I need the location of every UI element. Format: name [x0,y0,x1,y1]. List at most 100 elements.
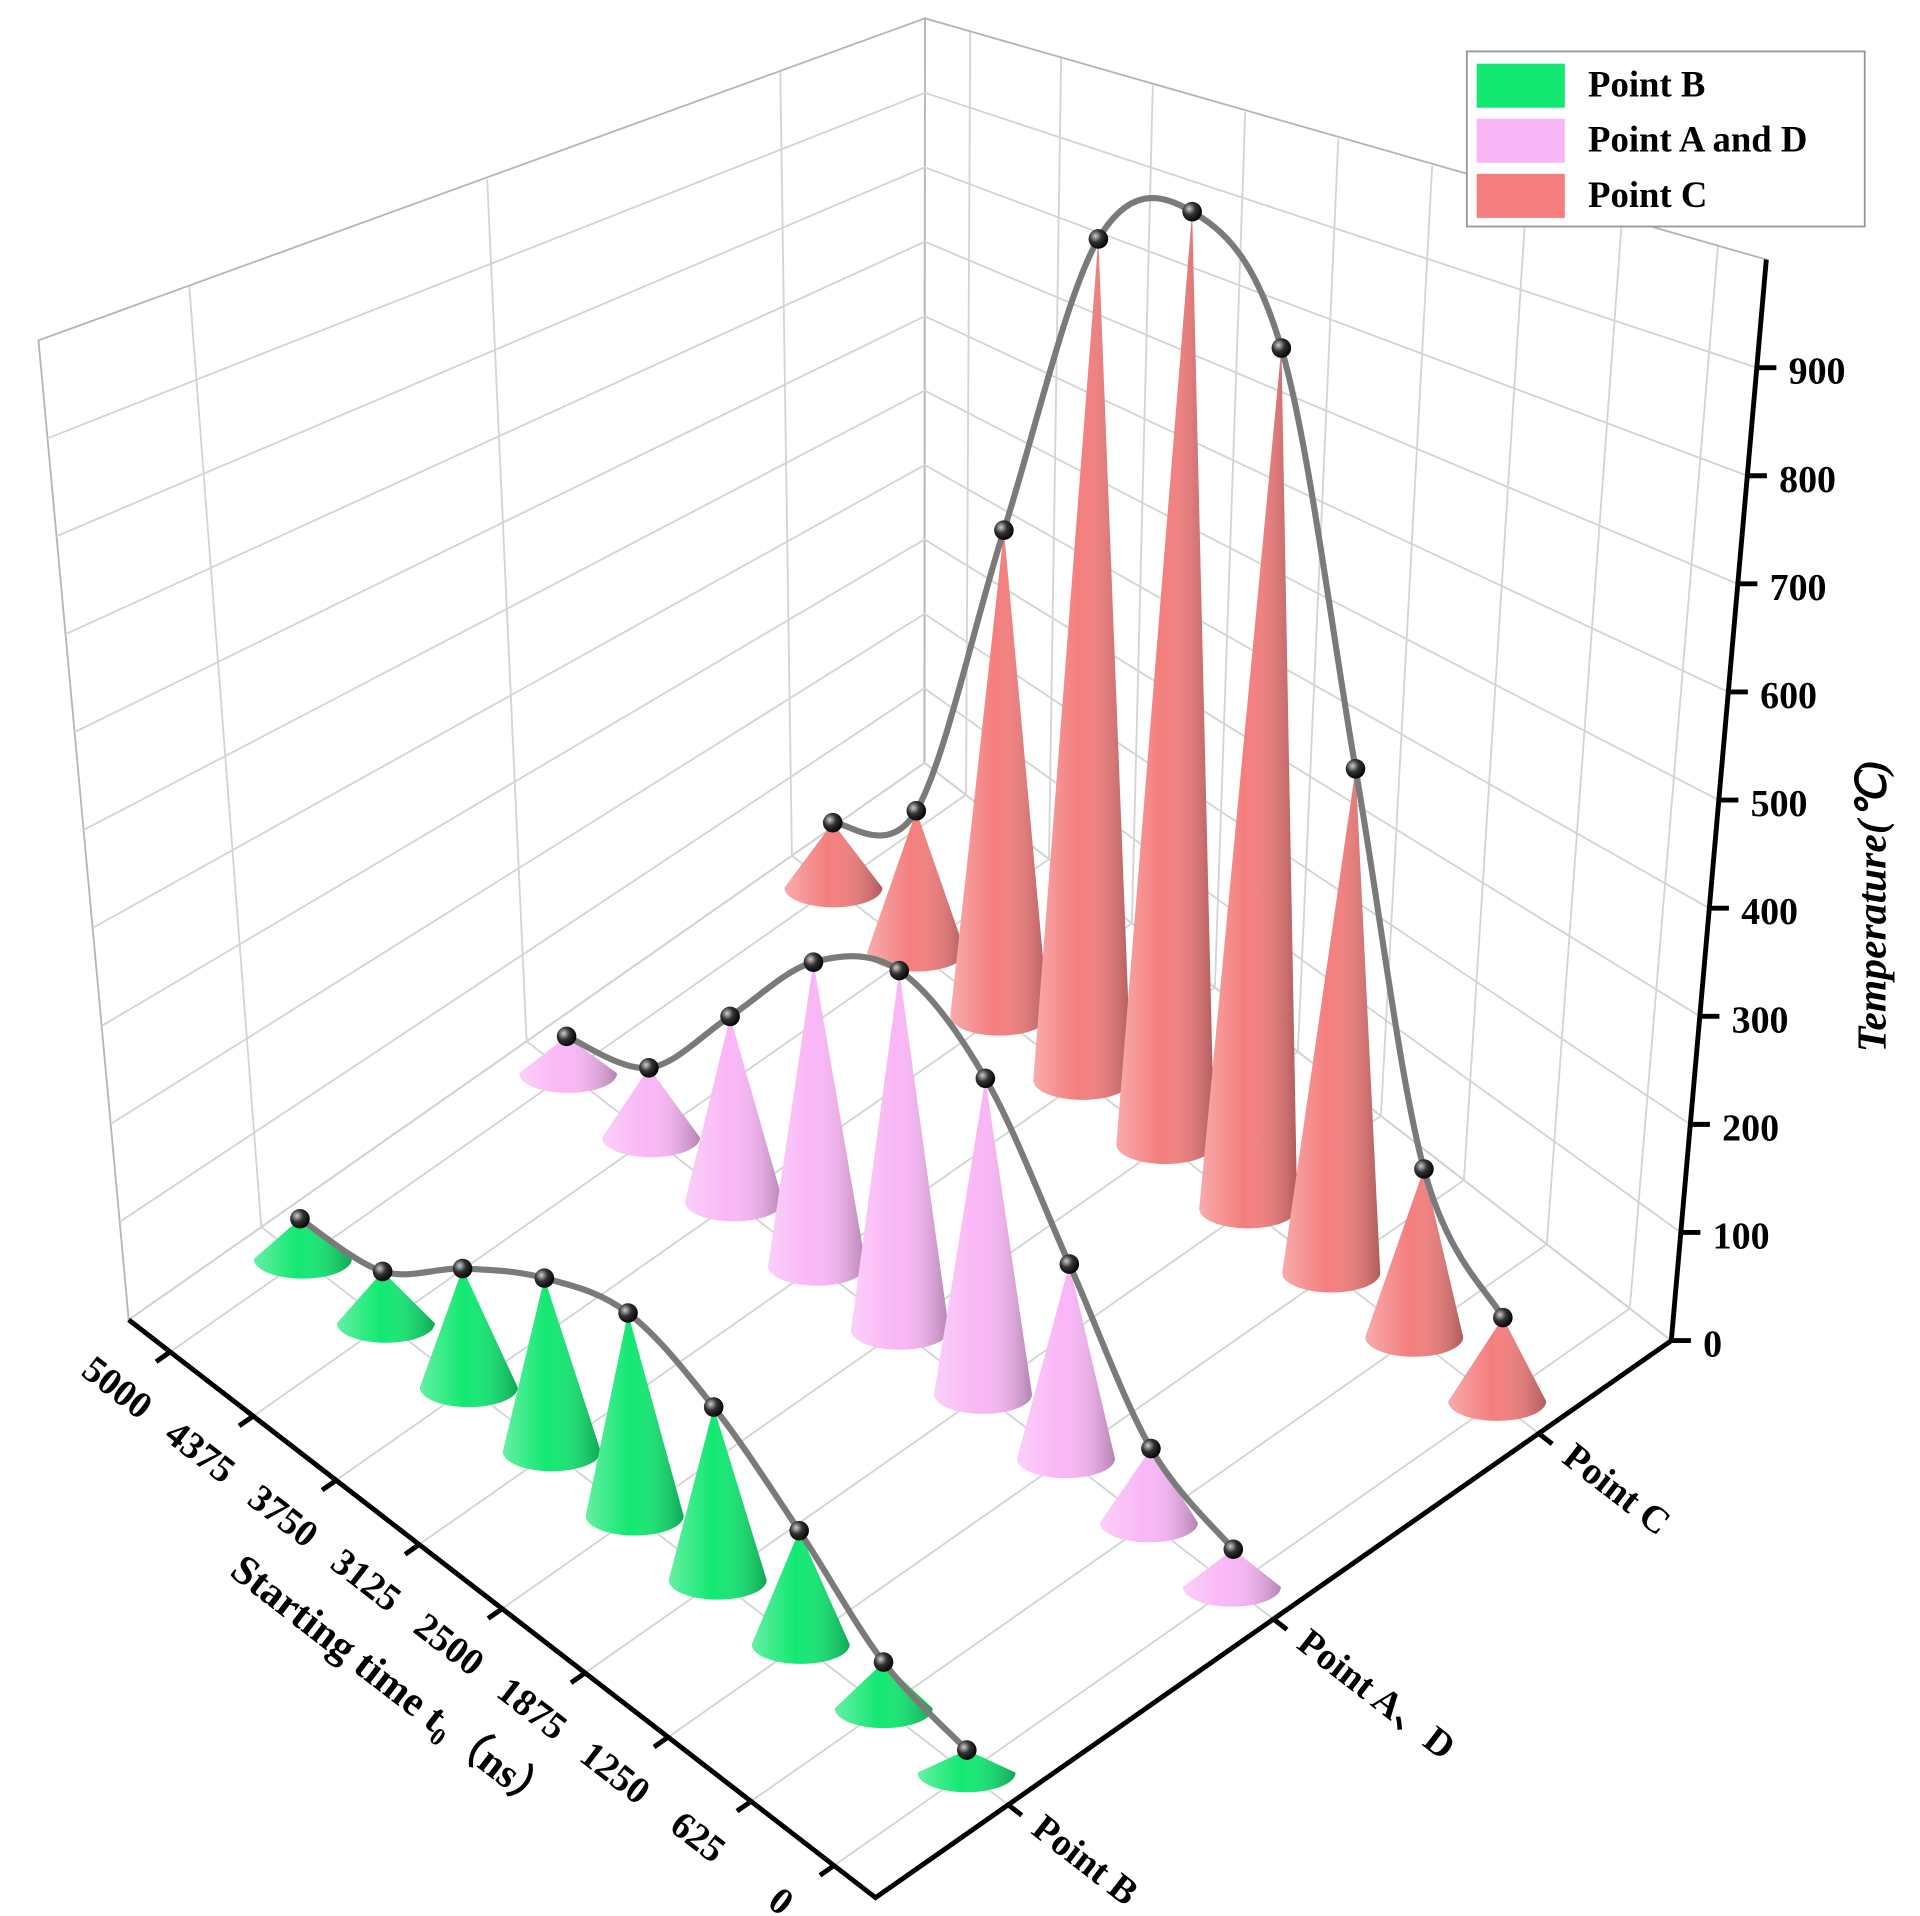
legend-swatch [1476,118,1565,163]
tip-marker [452,1258,473,1279]
tip-marker [789,1520,809,1541]
cone-shade [1282,768,1381,1293]
tip-marker [906,801,927,821]
tip-marker [1271,338,1292,358]
x-tick [735,1799,753,1814]
tip-marker [639,1057,659,1078]
y-tick-label: Point B [1024,1807,1146,1914]
tip-marker [720,1006,740,1027]
y-tick-label: Point C [1555,1435,1678,1544]
z-tick-label: 800 [1779,459,1836,501]
x-tick [569,1670,587,1685]
grid-line [750,219,1623,1803]
x-tick [403,1542,421,1557]
z-tick-label: 100 [1713,1216,1770,1258]
z-tick-label: 600 [1760,675,1817,717]
grid-line [252,58,1063,1417]
x-tick-label: 0 [761,1879,802,1916]
z-tick-label: 300 [1732,999,1789,1041]
cone-shade [1365,1168,1464,1357]
cone-shade [502,1278,601,1472]
grid-line [74,315,1729,733]
grid-line [418,112,1247,1546]
x-axis [127,1317,1673,1901]
cone-shade [685,1016,783,1222]
tip-marker [556,1026,577,1047]
z-tick-label: 500 [1751,783,1808,825]
y-tick-label: Point A、D [1290,1621,1463,1768]
tip-marker [1182,201,1202,222]
tip-marker [372,1261,393,1282]
grid-line [119,687,1682,1234]
trend-line [832,194,1506,1320]
grid-line [56,166,1748,538]
x-tick-label: 1250 [572,1733,658,1813]
tip-marker [1223,1539,1244,1560]
cone-shade [602,1067,701,1158]
z-tick-label: 400 [1741,891,1798,933]
z-axis-title: Temperature(℃) [1849,760,1895,1053]
grid-line [169,31,972,1353]
z-tick-label: 700 [1770,567,1827,609]
cone-shade [867,810,966,972]
trend-line [298,1216,969,1753]
grid-line [667,192,1528,1738]
cone-shade [917,1749,1016,1793]
x-tick-label: 2500 [406,1605,492,1685]
legend-swatch [1476,173,1565,218]
cone-shade [419,1268,518,1408]
x-tick [154,1349,172,1364]
tip-marker [975,1068,996,1089]
cone-shade [1116,211,1215,1165]
cone-shade [768,962,866,1286]
x-tick-label: 3125 [323,1541,409,1621]
legend-label: Point C [1588,174,1707,215]
y-tick [1537,1431,1554,1446]
tip-marker [290,1208,310,1229]
tip-marker [703,1397,724,1417]
cone-shade [668,1407,767,1600]
tip-marker [889,960,910,981]
cone-shade [585,1313,684,1536]
grid-line [128,761,1672,1342]
cone-shade [1099,1448,1198,1543]
grid-line [47,91,1758,440]
y-tick [1006,1802,1024,1818]
cone-shade [1448,1317,1547,1421]
grid-line [110,612,1691,1126]
x-tick-label: 5000 [74,1348,160,1428]
tip-marker [803,952,824,972]
tip-marker [1059,1254,1080,1274]
x-tick [652,1735,670,1749]
z-tick-label: 0 [1703,1324,1722,1366]
grid-line [584,165,1434,1674]
tip-marker [873,1652,894,1672]
cone-shade [1033,238,1132,1100]
tip-marker [994,520,1014,540]
cone-shade [253,1218,352,1279]
tip-marker [1493,1307,1513,1328]
x-tick-label: 625 [663,1803,734,1871]
cone-shade [851,970,949,1350]
x-tick [486,1606,504,1621]
legend: Point B Point A and D Point C [1465,50,1866,228]
tip-marker [1141,1438,1161,1459]
tip-marker [618,1303,638,1323]
x-tick-label: 4375 [157,1412,243,1492]
cone-shade [934,1078,1032,1414]
z-tick-label: 200 [1722,1107,1779,1149]
grid-line [83,389,1720,831]
x-tick [320,1478,338,1493]
tip-marker [534,1268,555,1288]
legend-swatch [1476,63,1565,108]
x-tick [237,1414,255,1428]
tip-marker [956,1740,977,1760]
tip-marker [1345,759,1366,779]
grid-line [65,240,1739,636]
cone-shade [1017,1264,1115,1479]
legend-label: Point B [1588,64,1705,105]
trend-line [565,953,1236,1552]
y-tick [1271,1617,1289,1632]
tip-marker [1414,1159,1434,1179]
